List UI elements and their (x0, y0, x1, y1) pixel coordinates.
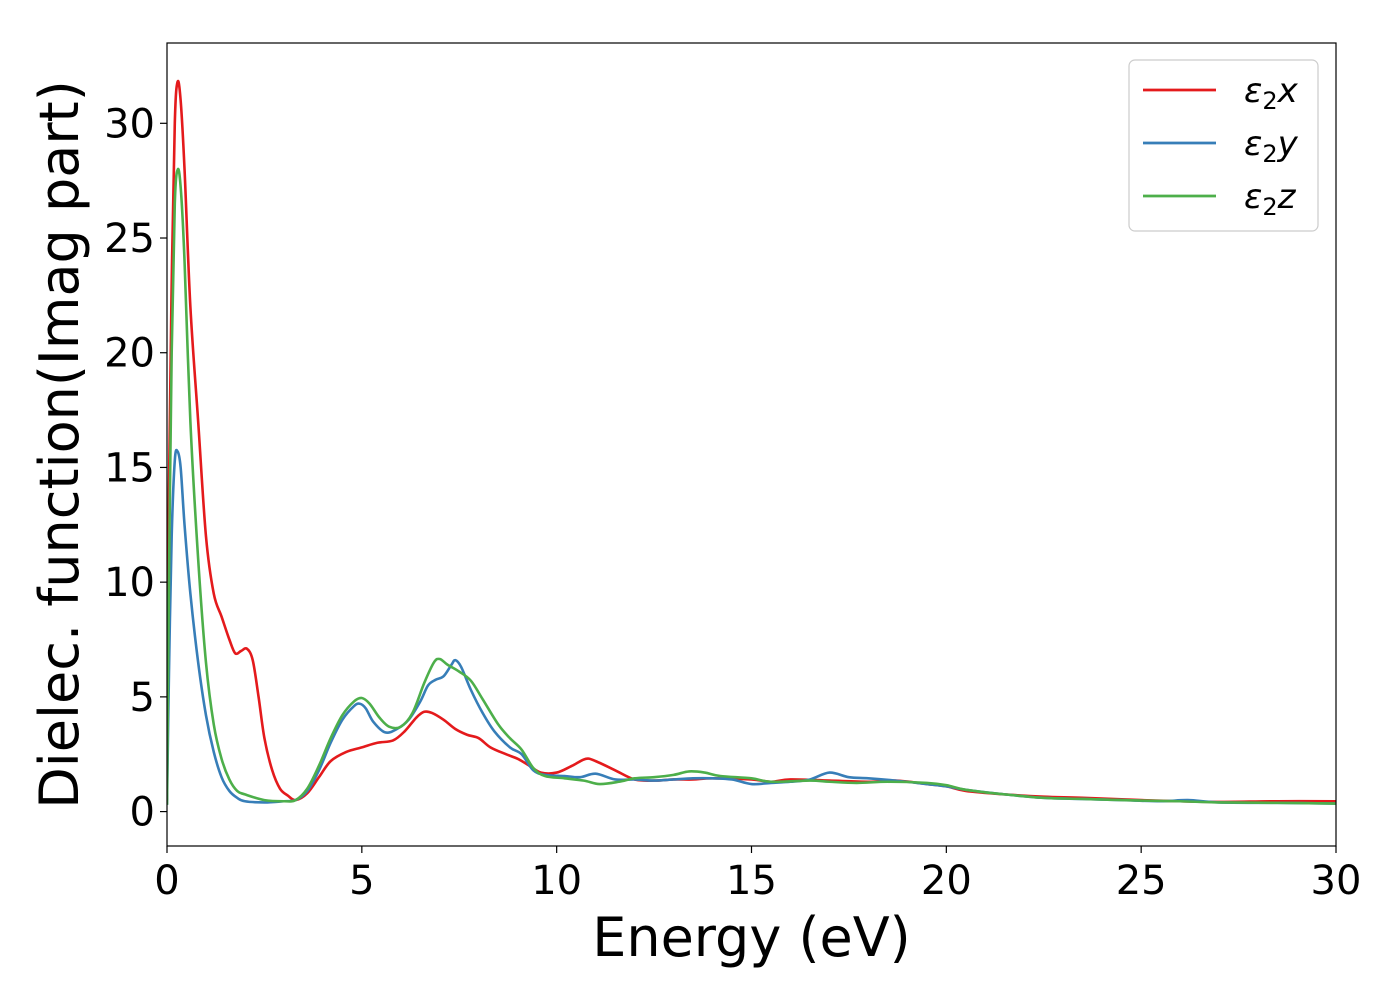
axes-layer: 0 5 10 15 20 25 30 0 5 10 15 20 25 30 Energy (eV) Diele… (28, 42, 1362, 969)
y-tick-label: 20 (104, 331, 155, 377)
x-tick-label: 30 (1311, 858, 1362, 904)
legend-label-z: ε2z (1244, 177, 1297, 221)
y-tick-label: 25 (104, 216, 155, 262)
series-line-z (167, 167, 1336, 805)
legend-label-y: ε2y (1244, 124, 1299, 168)
y-tick-label: 30 (104, 101, 155, 147)
y-tick-label: 5 (130, 675, 155, 721)
x-tick-label: 25 (1116, 858, 1167, 904)
series-line-y (167, 448, 1336, 805)
legend-label-x: ε2x (1244, 71, 1299, 115)
x-tick-label: 10 (531, 858, 582, 904)
y-tick-label: 15 (104, 445, 155, 491)
x-tick-label: 20 (921, 858, 972, 904)
x-tick-label: 5 (349, 858, 374, 904)
x-axis-label: Energy (eV) (592, 906, 911, 969)
legend-box (1128, 59, 1319, 232)
y-tick-label: 10 (104, 560, 155, 606)
x-tick-label: 0 (154, 858, 179, 904)
y-axis-label: Dielec. function(Imag part) (28, 80, 91, 809)
series-layer (167, 79, 1336, 805)
legend: ε2x ε2y ε2z (1128, 59, 1319, 232)
x-tick-label: 15 (726, 858, 777, 904)
y-tick-label: 0 (130, 790, 155, 836)
